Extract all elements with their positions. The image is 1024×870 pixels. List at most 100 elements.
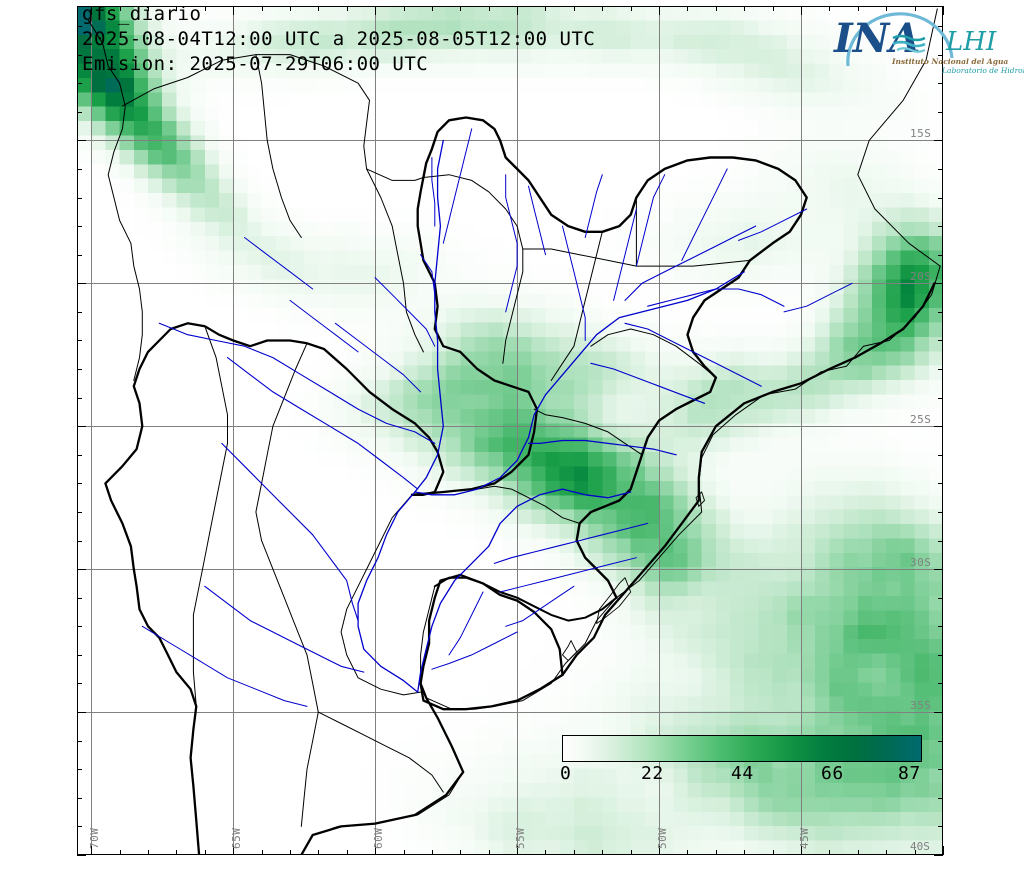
- axis-tick: [233, 846, 235, 855]
- axis-tick: [77, 769, 82, 771]
- gridline-lon: [517, 6, 519, 855]
- axis-tick: [517, 846, 519, 855]
- axis-tick: [403, 850, 405, 855]
- axis-tick: [77, 168, 82, 170]
- axis-tick: [77, 569, 86, 571]
- river-upper-4: [584, 174, 603, 238]
- x-axis-label: 60W: [372, 827, 386, 849]
- axis-tick: [77, 797, 82, 799]
- axis-tick: [938, 511, 943, 513]
- axis-tick: [77, 511, 82, 513]
- map-vector-overlay: [87, 8, 941, 855]
- colorbar-tick-label: 0: [560, 763, 572, 784]
- colorbar-legend: 0 22 44 66 87: [560, 735, 922, 785]
- river-sucuriu: [562, 225, 586, 341]
- axis-tick: [602, 850, 604, 855]
- border-north-argentina: [104, 322, 445, 571]
- river-upper-1: [738, 208, 808, 241]
- admin-cordoba-west: [255, 342, 319, 713]
- axis-tick: [77, 397, 82, 399]
- axis-tick: [573, 6, 575, 11]
- coastline-argentina: [300, 682, 465, 855]
- axis-tick: [715, 850, 717, 855]
- river-grande-bolivia: [244, 237, 314, 290]
- river-tercero: [204, 585, 365, 673]
- axis-tick: [346, 6, 348, 11]
- axis-tick: [914, 850, 916, 855]
- river-jacui: [499, 557, 637, 593]
- axis-tick: [77, 254, 82, 256]
- admin-sao-paulo-parana: [590, 328, 717, 379]
- gridline-lat: [77, 426, 943, 428]
- gridline-lon: [659, 6, 661, 855]
- axis-tick: [318, 850, 320, 855]
- x-axis-label: 65W: [230, 827, 244, 849]
- axis-tick: [460, 850, 462, 855]
- valid-range-label: 2025-08-04T12:00 UTC a 2025-08-05T12:00 …: [82, 28, 596, 50]
- axis-tick: [938, 454, 943, 456]
- axis-tick: [801, 6, 803, 15]
- gridline-lon: [233, 6, 235, 855]
- axis-tick: [938, 769, 943, 771]
- axis-tick: [318, 6, 320, 11]
- river-upper-6: [420, 254, 436, 296]
- river-upper-2: [681, 168, 728, 261]
- axis-tick: [488, 6, 490, 11]
- axis-tick: [938, 83, 943, 85]
- logo-arc-icon: [846, 12, 954, 67]
- axis-tick: [147, 6, 149, 11]
- river-negro-lower: [431, 631, 518, 670]
- river-iguacu: [527, 439, 677, 456]
- axis-tick: [687, 6, 689, 11]
- axis-tick: [573, 850, 575, 855]
- axis-tick: [375, 846, 377, 855]
- model-label: gfs_diario: [82, 3, 202, 25]
- colorbar-tick-labels: 0 22 44 66 87: [560, 763, 922, 785]
- axis-tick: [77, 311, 82, 313]
- basin-outline-east: [575, 259, 752, 599]
- axis-tick: [943, 6, 944, 15]
- river-desaguadero: [141, 625, 308, 707]
- basin-outline-south-uruguay: [433, 576, 618, 622]
- river-salado: [221, 442, 359, 622]
- x-axis-label: 50W: [656, 827, 670, 849]
- axis-tick: [934, 426, 943, 428]
- x-axis-label: 70W: [88, 827, 102, 849]
- axis-tick: [938, 54, 943, 56]
- axis-tick: [147, 850, 149, 855]
- axis-tick: [938, 111, 943, 113]
- axis-tick: [630, 6, 632, 11]
- border-bolivia-brazil: [121, 54, 424, 181]
- river-mg-east: [783, 282, 853, 313]
- axis-tick: [938, 226, 943, 228]
- axis-tick: [431, 6, 433, 11]
- emission-label: Emision: 2025-07-29T06:00 UTC: [82, 53, 429, 75]
- axis-tick: [938, 168, 943, 170]
- axis-tick: [77, 111, 82, 113]
- axis-tick: [488, 850, 490, 855]
- axis-tick: [934, 140, 943, 142]
- axis-tick: [938, 311, 943, 313]
- axis-tick: [938, 540, 943, 542]
- axis-tick: [715, 6, 717, 11]
- axis-tick: [517, 6, 519, 15]
- y-axis-label: 15S: [910, 127, 932, 141]
- axis-tick: [77, 140, 86, 142]
- axis-tick: [943, 846, 944, 855]
- axis-tick: [176, 850, 178, 855]
- admin-bsas-west: [300, 711, 319, 827]
- river-grande: [647, 288, 785, 307]
- river-paranaiba: [624, 225, 757, 301]
- colorbar-gradient: [562, 735, 922, 762]
- colorbar-tick-label: 22: [641, 763, 664, 784]
- axis-tick: [77, 54, 82, 56]
- logo-caption-1: Instituto Nacional del Agua: [891, 57, 1008, 66]
- river-chaco-1: [334, 322, 422, 393]
- axis-tick: [938, 197, 943, 199]
- admin-ms-parana: [550, 231, 603, 381]
- axis-tick: [261, 6, 263, 11]
- gridline-lat: [77, 712, 943, 714]
- axis-tick: [375, 6, 377, 15]
- gridline-lon: [91, 6, 93, 855]
- axis-tick: [431, 850, 433, 855]
